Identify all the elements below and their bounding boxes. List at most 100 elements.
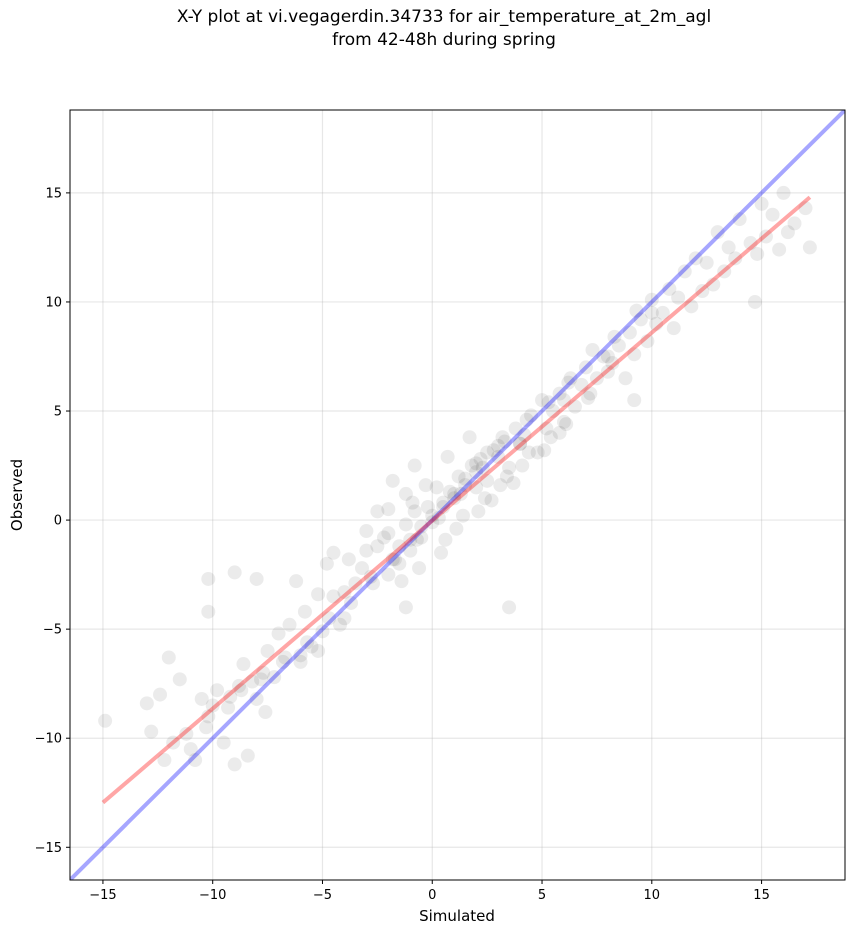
data-point: [376, 530, 391, 545]
data-point: [205, 698, 220, 713]
data-point: [210, 683, 225, 698]
data-point: [363, 569, 378, 584]
data-point: [249, 691, 264, 706]
data-point: [780, 225, 795, 240]
data-point: [409, 532, 424, 547]
y-tick-label: 15: [45, 186, 62, 201]
data-point: [519, 412, 534, 427]
data-point: [289, 574, 304, 589]
plot-frame: [69, 109, 846, 881]
data-point: [344, 595, 359, 610]
data-point: [227, 757, 242, 772]
data-point: [535, 393, 550, 408]
data-point: [392, 556, 407, 571]
data-point: [440, 449, 455, 464]
data-point: [458, 471, 473, 486]
data-point: [655, 305, 670, 320]
data-point: [539, 421, 554, 436]
data-point: [798, 201, 813, 216]
data-point: [491, 438, 506, 453]
data-point: [267, 670, 282, 685]
data-point: [337, 611, 352, 626]
data-point: [475, 460, 490, 475]
data-point: [524, 408, 539, 423]
data-points: [98, 185, 817, 772]
data-point: [387, 552, 402, 567]
data-point: [552, 425, 567, 440]
data-point: [293, 654, 308, 669]
data-point: [326, 589, 341, 604]
data-point: [471, 504, 486, 519]
data-point: [236, 657, 251, 672]
data-point: [392, 539, 407, 554]
data-point: [633, 312, 648, 327]
data-point: [473, 452, 488, 467]
data-point: [758, 229, 773, 244]
data-point: [403, 532, 418, 547]
data-point: [414, 519, 429, 534]
data-point: [322, 611, 337, 626]
data-point: [381, 502, 396, 517]
data-point: [201, 604, 216, 619]
data-point: [477, 491, 492, 506]
data-point: [596, 349, 611, 364]
data-point: [469, 480, 484, 495]
data-point: [622, 325, 637, 340]
data-point: [585, 342, 600, 357]
data-point: [717, 264, 732, 279]
data-point: [765, 207, 780, 222]
data-point: [556, 393, 571, 408]
data-point: [153, 687, 168, 702]
data-point: [418, 478, 433, 493]
data-point: [359, 543, 374, 558]
data-point: [787, 216, 802, 231]
x-tick-label: 0: [428, 888, 436, 903]
y-tick-label: 5: [54, 405, 62, 420]
data-point: [144, 724, 159, 739]
data-point: [157, 753, 172, 768]
data-point: [98, 713, 113, 728]
data-point: [447, 491, 462, 506]
data-point: [644, 292, 659, 307]
data-point: [240, 748, 255, 763]
data-point: [684, 299, 699, 314]
data-point: [381, 526, 396, 541]
data-point: [629, 303, 644, 318]
data-point: [407, 458, 422, 473]
data-point: [199, 720, 214, 735]
data-point: [710, 225, 725, 240]
data-point: [293, 648, 308, 663]
y-axis-ticks: −15 −10 −5 0 5 10 15: [35, 186, 70, 856]
data-point: [436, 495, 451, 510]
data-point: [183, 742, 198, 757]
data-point: [216, 735, 231, 750]
trend-lines: [70, 110, 845, 880]
data-point: [304, 639, 319, 654]
data-point: [480, 473, 495, 488]
data-point: [600, 364, 615, 379]
data-point: [188, 753, 203, 768]
regression-line: [101, 195, 812, 805]
data-point: [420, 499, 435, 514]
data-point: [644, 305, 659, 320]
data-point: [453, 486, 468, 501]
data-point: [627, 393, 642, 408]
data-point: [581, 390, 596, 405]
data-point: [671, 290, 686, 305]
y-tick-label: 0: [54, 514, 62, 529]
x-axis-ticks: −15 −10 −5 0 5 10 15: [89, 880, 770, 903]
data-point: [201, 571, 216, 586]
data-point: [530, 445, 545, 460]
data-point: [311, 587, 326, 602]
data-point: [495, 430, 510, 445]
data-point: [662, 281, 677, 296]
grid: [70, 110, 845, 880]
data-point: [455, 508, 470, 523]
data-point: [776, 185, 791, 200]
x-tick-label: 5: [538, 888, 546, 903]
data-point: [497, 434, 512, 449]
data-point: [249, 571, 264, 586]
data-point: [508, 421, 523, 436]
data-point: [618, 371, 633, 386]
data-point: [166, 735, 181, 750]
